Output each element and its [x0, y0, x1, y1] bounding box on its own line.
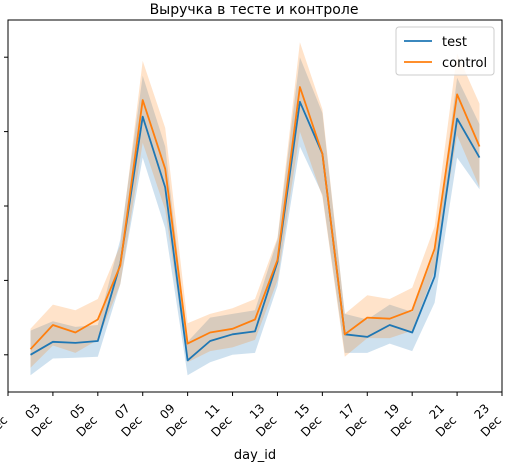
legend-box	[395, 26, 495, 76]
confidence-bands	[30, 42, 480, 376]
legend-label-test: test	[442, 35, 467, 50]
band-test	[30, 57, 480, 376]
line-control	[29, 86, 481, 350]
x-axis-label: day_id	[234, 448, 276, 463]
legend-label-control: control	[442, 56, 487, 71]
x-tick-label-1-month: Dec	[0, 413, 10, 439]
x-axis: 01Dec03Dec05Dec07Dec09Dec11Dec13Dec15Dec…	[0, 392, 504, 440]
band-control	[30, 42, 480, 368]
series-lines	[29, 86, 481, 362]
line-test	[30, 100, 481, 362]
chart-title: Выручка в тесте и контроле	[150, 2, 359, 18]
legend: test control	[395, 26, 495, 76]
y-axis	[4, 56, 8, 356]
